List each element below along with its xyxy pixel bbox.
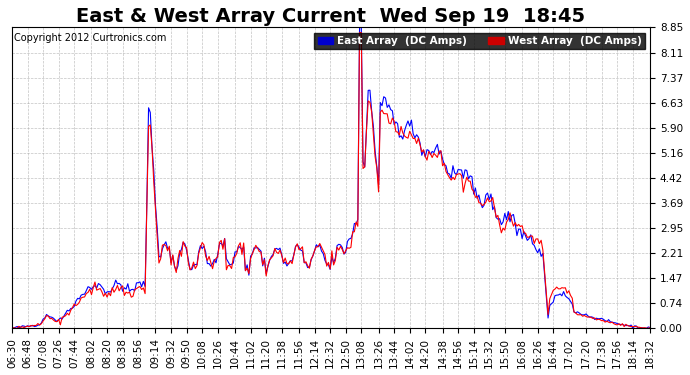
East Array  (DC Amps) (634, 326, 642, 330)
Line: West Array  (DC Amps): West Array (DC Amps) (12, 33, 650, 328)
West Array  (DC Amps) (475, 200, 483, 205)
West Array  (DC Amps) (533, 237, 542, 241)
West Array  (DC Amps) (355, 30, 364, 35)
West Array  (DC Amps) (564, 288, 573, 293)
East Array  (DC Amps) (355, 25, 364, 30)
East Array  (DC Amps) (564, 297, 573, 301)
East Array  (DC Amps) (533, 251, 542, 255)
Legend: East Array  (DC Amps), West Array  (DC Amps): East Array (DC Amps), West Array (DC Amp… (315, 33, 645, 49)
East Array  (DC Amps) (264, 264, 272, 269)
East Array  (DC Amps) (475, 193, 483, 197)
Line: East Array  (DC Amps): East Array (DC Amps) (12, 27, 650, 328)
East Array  (DC Amps) (8, 326, 16, 330)
West Array  (DC Amps) (257, 250, 265, 254)
East Array  (DC Amps) (646, 326, 654, 330)
East Array  (DC Amps) (119, 289, 127, 294)
Title: East & West Array Current  Wed Sep 19  18:45: East & West Array Current Wed Sep 19 18:… (77, 7, 586, 26)
West Array  (DC Amps) (119, 284, 127, 288)
West Array  (DC Amps) (8, 326, 16, 330)
Text: Copyright 2012 Curtronics.com: Copyright 2012 Curtronics.com (14, 33, 166, 43)
West Array  (DC Amps) (646, 326, 654, 330)
West Array  (DC Amps) (264, 264, 272, 268)
East Array  (DC Amps) (257, 249, 265, 254)
